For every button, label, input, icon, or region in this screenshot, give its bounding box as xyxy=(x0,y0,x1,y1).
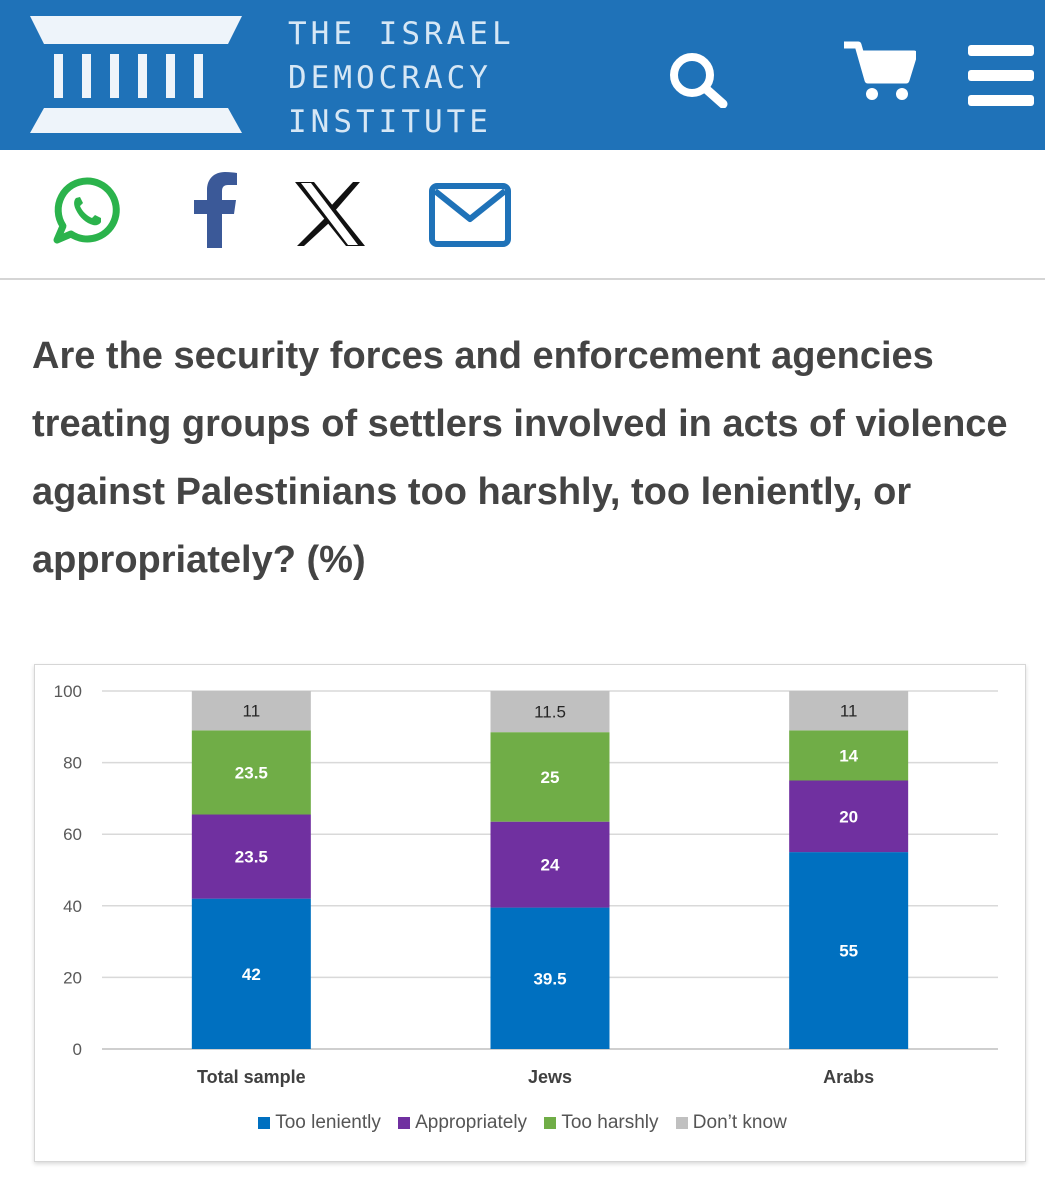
menu-icon[interactable] xyxy=(968,45,1034,107)
facebook-icon[interactable] xyxy=(192,172,238,248)
brand-line-2: DEMOCRACY xyxy=(288,60,492,96)
email-icon[interactable] xyxy=(429,183,511,247)
brand-name[interactable]: THE ISRAEL DEMOCRACY INSTITUTE xyxy=(288,12,515,144)
chart-frame xyxy=(34,664,1026,1162)
share-bar xyxy=(0,150,1045,280)
legend-item-appropriately: Appropriately xyxy=(398,1112,527,1134)
chart-legend: Too leniently Appropriately Too harshly … xyxy=(0,1112,1045,1135)
legend-item-too-harshly: Too harshly xyxy=(544,1112,659,1134)
chart-question-title: Are the security forces and enforcement … xyxy=(32,335,1008,581)
legend-label: Too harshly xyxy=(561,1112,659,1133)
site-header: THE ISRAEL DEMOCRACY INSTITUTE xyxy=(0,0,1045,150)
logo-columns-icon[interactable] xyxy=(30,14,242,134)
legend-swatch xyxy=(258,1117,271,1129)
legend-label: Appropriately xyxy=(415,1112,528,1133)
legend-item-too-leniently: Too leniently xyxy=(258,1112,381,1134)
legend-label: Don’t know xyxy=(692,1112,787,1133)
legend-swatch xyxy=(398,1117,411,1129)
x-icon[interactable] xyxy=(295,182,365,246)
legend-item-dont-know: Don’t know xyxy=(675,1112,787,1134)
legend-swatch xyxy=(675,1117,688,1129)
brand-line-1: THE ISRAEL xyxy=(288,16,515,52)
whatsapp-icon[interactable] xyxy=(52,176,122,246)
brand-line-3: INSTITUTE xyxy=(288,104,492,140)
search-icon[interactable] xyxy=(668,52,728,108)
legend-swatch xyxy=(544,1117,557,1129)
legend-label: Too leniently xyxy=(275,1112,381,1133)
cart-icon[interactable] xyxy=(842,40,916,102)
